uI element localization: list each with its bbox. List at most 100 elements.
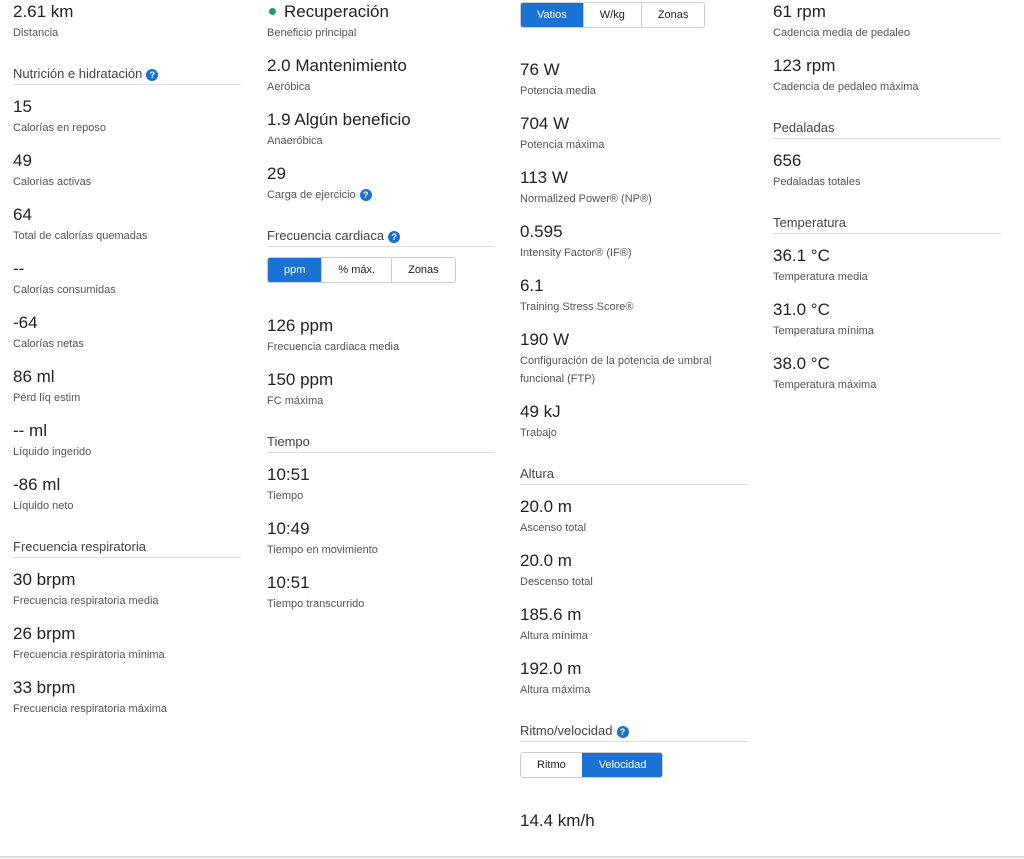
- section-header-altura: Altura: [520, 464, 748, 485]
- unit-toggle: ppm% máx. Zonas: [267, 257, 456, 283]
- question-circle-icon[interactable]: ?: [146, 68, 159, 81]
- stat-label: Pedaladas totales: [773, 173, 1001, 191]
- stat-value-text: -64: [13, 313, 38, 332]
- stat-label: Carga de ejercicio?: [267, 186, 495, 204]
- stat-value-text: 10:49: [267, 519, 310, 538]
- question-circle-icon[interactable]: ?: [616, 725, 629, 738]
- stat-value: 10:51: [267, 463, 495, 487]
- stat-label-text: Frecuencia respiratoria media: [13, 595, 159, 607]
- stat-normalized-power-np: 113 W Normalized Power® (NP®): [520, 166, 748, 208]
- question-circle-icon[interactable]: ?: [388, 230, 401, 243]
- stat-label: Frecuencia respiratoria mínima: [13, 646, 241, 664]
- stat-label: FC máxima: [267, 392, 495, 410]
- stat-14-4-km-h: 14.4 km/h: [520, 809, 748, 833]
- toggle-option-vatios[interactable]: Vatios: [521, 3, 583, 27]
- stat-value: 2.0 Mantenimiento: [267, 54, 495, 78]
- stat-liquido-ingerido: -- ml Líquido ingerido: [13, 419, 241, 461]
- section-title: Ritmo/velocidad: [520, 723, 613, 738]
- section-title: Pedaladas: [773, 120, 835, 135]
- stat-value-text: 49 kJ: [520, 402, 561, 421]
- stat-label-text: Total de calorías quemadas: [13, 230, 148, 242]
- stat-value-text: 185.6 m: [520, 605, 582, 624]
- toggle-option-ppm[interactable]: ppm: [268, 258, 322, 282]
- column-2: Recuperación Beneficio principal 2.0 Mante…: [267, 0, 495, 625]
- stat-label-text: Tiempo transcurrido: [267, 598, 365, 610]
- stat-label: Frecuencia cardiaca media: [267, 338, 495, 356]
- stat-label: Líquido ingerido: [13, 443, 241, 461]
- stat-label: Tiempo transcurrido: [267, 595, 495, 613]
- question-circle-icon[interactable]: ?: [359, 189, 372, 202]
- stat-altura-minima: 185.6 m Altura mínima: [520, 603, 748, 645]
- stat-value-text: 704 W: [520, 114, 570, 133]
- stat-value-text: 2.0 Mantenimiento: [267, 56, 407, 75]
- stat-value-text: 49: [13, 151, 32, 170]
- section-title: Frecuencia cardiaca: [267, 228, 385, 243]
- stat-value: -64: [13, 311, 241, 335]
- stat-label: Calorías consumidas: [13, 281, 241, 299]
- stat-label-text: Calorías en reposo: [13, 122, 106, 134]
- stat-distancia: 2.61 km Distancia: [13, 0, 241, 42]
- stat-value-text: 20.0 m: [520, 551, 572, 570]
- stat-label: Potencia media: [520, 82, 748, 100]
- stat-label-text: Líquido ingerido: [13, 446, 92, 458]
- toggle-option-max[interactable]: % máx.: [321, 258, 391, 282]
- stat-value: 113 W: [520, 166, 748, 190]
- stat-label-text: Aeróbica: [267, 81, 311, 93]
- stat-label-text: Potencia máxima: [520, 139, 605, 151]
- toggle-option-ritmo[interactable]: Ritmo: [537, 759, 566, 771]
- stat-label: Calorías activas: [13, 173, 241, 191]
- stat-label: Distancia: [13, 24, 241, 42]
- stat-aerobica: 2.0 Mantenimiento Aeróbica: [267, 54, 495, 96]
- stat-value: 86 ml: [13, 365, 241, 389]
- stat-beneficio-principal: Recuperación Beneficio principal: [267, 0, 495, 42]
- stat-label-text: Temperatura mínima: [773, 325, 874, 337]
- stat-label: Temperatura máxima: [773, 376, 1001, 394]
- stat-calorias-activas: 49 Calorías activas: [13, 149, 241, 191]
- stat-value-text: 192.0 m: [520, 659, 582, 678]
- column-4: 61 rpm Cadencia media de pedaleo 123 rpm Ca…: [773, 0, 1001, 406]
- stat-label-text: Frecuencia cardiaca media: [267, 341, 400, 353]
- stat-label-text: FC máxima: [267, 395, 324, 407]
- stat-label-text: Pérd líq estim: [13, 392, 81, 404]
- stat-value: 15: [13, 95, 241, 119]
- stat-label-text: Temperatura media: [773, 271, 868, 283]
- stat-tiempo-en-movimiento: 10:49 Tiempo en movimiento: [267, 517, 495, 559]
- toggle-option-zonas[interactable]: Zonas: [391, 258, 455, 282]
- stat-value-text: 10:51: [267, 573, 310, 592]
- section-header-nutricion-e-hidratacion: Nutrición e hidratación?: [13, 64, 241, 85]
- status-dot-icon: [269, 8, 276, 16]
- stat-potencia-media: 76 W Potencia media: [520, 58, 748, 100]
- stat-value-text: 29: [267, 164, 286, 183]
- stat-value: 10:49: [267, 517, 495, 541]
- stat-label-text: Normalized Power® (NP®): [520, 193, 652, 205]
- stat-label: Descenso total: [520, 573, 748, 591]
- stat-value-text: -- ml: [13, 421, 47, 440]
- stat-potencia-maxima: 704 W Potencia máxima: [520, 112, 748, 154]
- stat-carga-de-ejercicio: 29 Carga de ejercicio?: [267, 162, 495, 204]
- toggle-option-w-kg[interactable]: W/kg: [582, 3, 641, 27]
- column-3: Vatios W/kg Zonas 76 W Potencia media 704 W Po…: [520, 0, 748, 845]
- stat-value-text: 1.9 Algún beneficio: [267, 110, 411, 129]
- stat-label: Beneficio principal: [267, 24, 495, 42]
- stat-value: --: [13, 257, 241, 281]
- stat-value-text: 38.0 °C: [773, 354, 830, 373]
- stat-value-text: Recuperación: [284, 2, 389, 21]
- stat-value-text: 123 rpm: [773, 56, 836, 75]
- stat-label: Calorías netas: [13, 335, 241, 353]
- stat-calorias-consumidas: -- Calorías consumidas: [13, 257, 241, 299]
- stat-value-text: 30 brpm: [13, 570, 76, 589]
- toggle-option-velocidad[interactable]: Velocidad: [581, 753, 663, 777]
- stat-anaerobica: 1.9 Algún beneficio Anaeróbica: [267, 108, 495, 150]
- stat-fc-maxima: 150 ppm FC máxima: [267, 368, 495, 410]
- divider: [0, 856, 1024, 858]
- toggle-option-zonas[interactable]: Zonas: [640, 3, 705, 27]
- stat-label: Altura mínima: [520, 627, 748, 645]
- stat-label: Calorías en reposo: [13, 119, 241, 137]
- stat-label-text: Cadencia de pedaleo máxima: [773, 81, 919, 93]
- stat-value-text: 150 ppm: [267, 370, 334, 389]
- stat-calorias-netas: -64 Calorías netas: [13, 311, 241, 353]
- stat-label: Tiempo: [267, 487, 495, 505]
- stat-value: 36.1 °C: [773, 244, 1001, 268]
- section-header-ritmo-velocidad: Ritmo/velocidad?: [520, 721, 748, 742]
- stat-trabajo: 49 kJ Trabajo: [520, 400, 748, 442]
